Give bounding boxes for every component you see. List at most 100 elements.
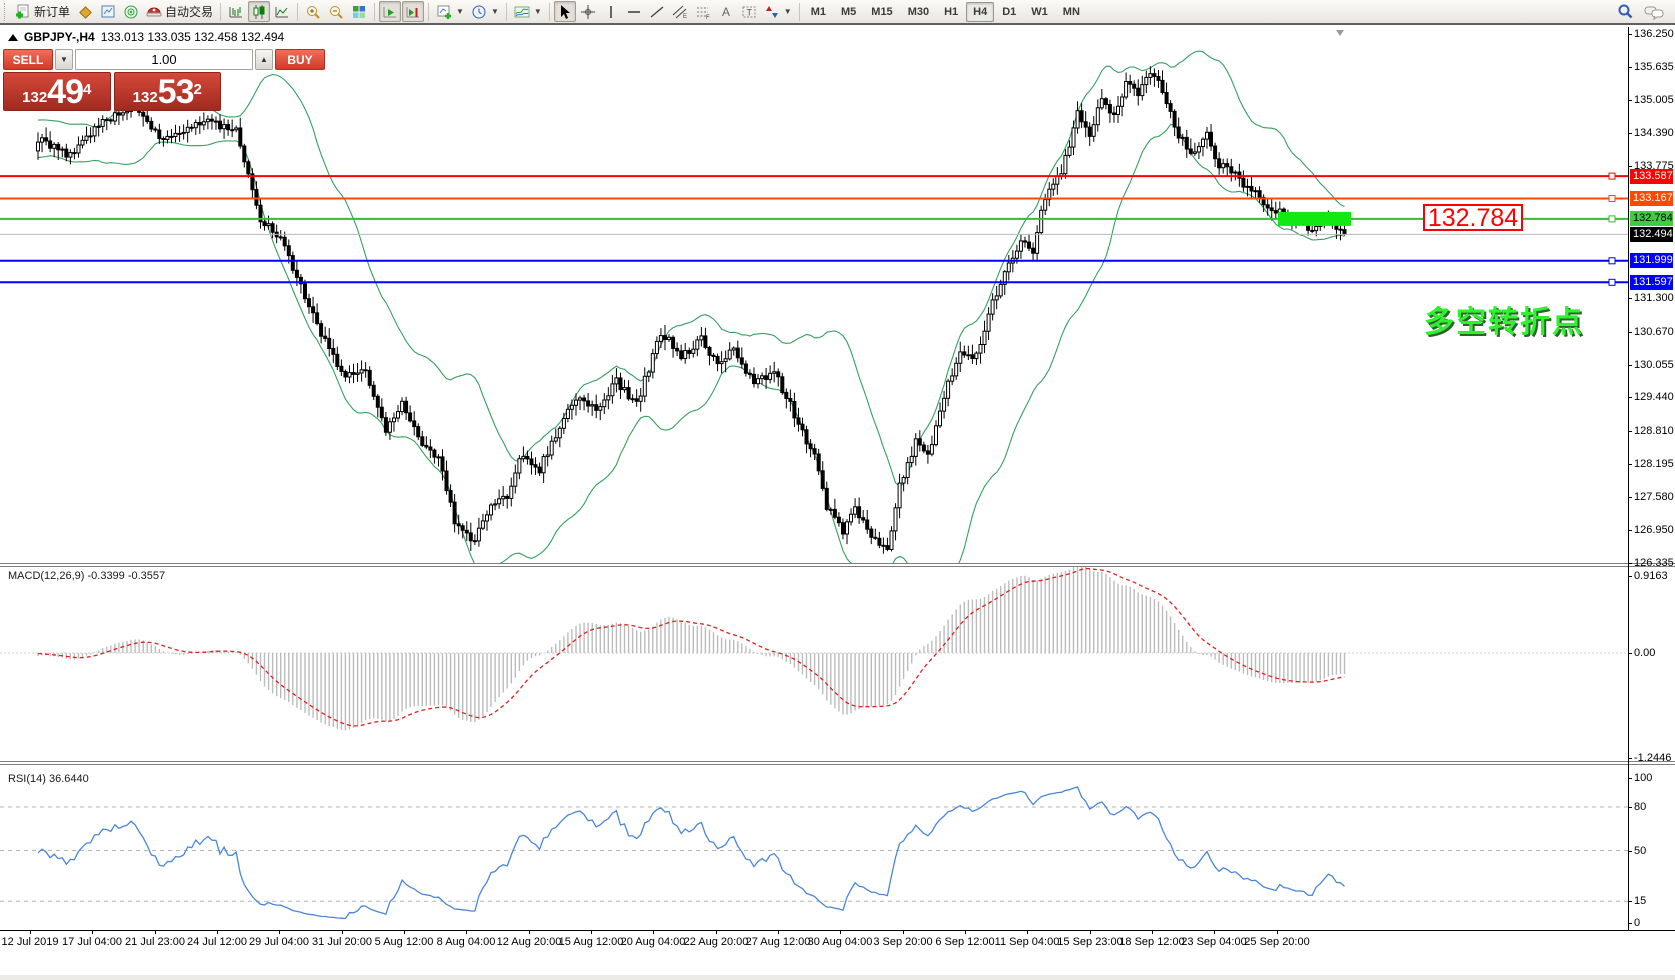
toolbar-separator [374,2,376,21]
toolbar-separator [548,2,550,21]
time-tick-label: 23 Sep 04:00 [1181,936,1247,948]
candlestick-chart-button[interactable] [248,1,271,22]
tab-timeframe-M30[interactable]: M30 [907,5,930,18]
spinner-down-icon: ▼ [60,55,68,64]
sell-price-big: 49 [47,73,84,111]
tab-timeframe-MN[interactable]: MN [1062,5,1080,18]
bar-chart-button[interactable] [225,1,247,22]
time-tick [1152,931,1153,934]
price-axis[interactable]: 136.250 135.635 135.005 134.390 133.775 131.3… [1628,27,1675,953]
volume-decrease-button[interactable]: ▼ [55,49,73,70]
time-tick [1027,931,1028,934]
price-tick-label: 129.440 [1634,391,1674,404]
svg-text:F: F [706,15,710,20]
tile-windows-button[interactable] [348,1,370,22]
time-tick [404,931,405,934]
vertical-line-tool-button[interactable] [600,1,622,22]
buy-button[interactable]: BUY [275,49,325,70]
tab-timeframe-M1[interactable]: M1 [810,5,826,18]
time-tick [965,931,966,934]
macd-pane-canvas[interactable] [0,567,1628,761]
svg-text:T: T [746,7,752,17]
templates-icon [514,4,530,20]
new-order-icon [15,4,31,20]
sell-price-prefix: 132 [22,89,48,106]
time-tick-label: 6 Sep 12:00 [935,936,995,948]
buy-price-box[interactable]: 132 53 2 [113,72,221,111]
search-button[interactable] [1614,1,1637,22]
line-chart-button[interactable] [271,1,293,22]
fibonacci-tool-button[interactable]: F [692,1,714,22]
pane-separator[interactable] [0,563,1675,567]
channel-tool-button[interactable]: E [669,1,691,22]
tab-timeframe-W1[interactable]: W1 [1031,5,1048,18]
axis-tick [1628,431,1632,432]
chart-shift-button[interactable] [402,1,425,22]
axis-tick [1628,298,1632,299]
volume-increase-button[interactable]: ▲ [255,49,273,70]
line-price-label: 131.999 [1630,253,1673,269]
tab-timeframe-M15[interactable]: M15 [871,5,893,18]
pane-separator[interactable] [0,761,1675,765]
chat-button[interactable] [1641,1,1667,22]
cursor-tool-button[interactable] [553,1,576,22]
templates-button[interactable]: ▼ [511,1,545,22]
collapse-panel-icon[interactable] [8,33,18,41]
price-tick-label: 131.300 [1634,292,1674,305]
new-order-button[interactable]: 新订单 [12,1,73,22]
volume-input[interactable] [75,49,253,70]
zoom-in-button[interactable] [302,1,324,22]
time-tick [1277,931,1278,934]
axis-tick [1628,901,1632,902]
line-price-label: 133.587 [1630,168,1673,184]
time-tick-label: 20 Aug 04:00 [620,936,686,948]
new-chart-button[interactable] [97,1,119,22]
time-tick [778,931,779,934]
quotes-button[interactable] [74,1,96,22]
line-price-label: 132.494 [1630,226,1673,242]
time-axis[interactable]: 12 Jul 2019 17 Jul 04:00 21 Jul 23:00 24 Ju… [0,930,1675,953]
tab-timeframe-H4[interactable]: H4 [966,1,995,22]
axis-tick [1628,807,1632,808]
crosshair-tool-button[interactable] [577,1,599,22]
time-tick [279,931,280,934]
price-tick-label: -1.2446 [1634,751,1672,764]
time-tick-label: 12 Aug 20:00 [496,936,562,948]
text-label-icon: T [741,4,757,20]
zoom-out-button[interactable] [325,1,347,22]
time-tick-label: 31 Jul 20:00 [312,936,372,948]
tab-timeframe-M5[interactable]: M5 [841,5,857,18]
time-tick-label: 25 Sep 20:00 [1244,936,1310,948]
arrows-tool-button[interactable]: ▼ [761,1,795,22]
axis-tick [1628,100,1632,101]
price-callout-box[interactable]: 132.784 [1423,204,1523,231]
horizontal-line-tool-button[interactable] [623,1,645,22]
tile-windows-icon [351,4,367,20]
time-tick [591,931,592,934]
market-watch-button[interactable] [120,1,142,22]
cursor-arrow-icon [557,4,573,20]
price-tick-label: 126.335 [1634,557,1674,569]
sell-button[interactable]: SELL [3,49,53,70]
horizontal-line-icon [626,4,642,20]
text-label-tool-button[interactable]: T [738,1,760,22]
sell-price-box[interactable]: 132 49 4 [3,72,111,111]
svg-text:A: A [722,5,730,19]
periods-button[interactable]: ▼ [468,1,502,22]
autotrading-button[interactable]: 自动交易 [143,1,216,22]
price-tick-label: 0.00 [1634,647,1656,659]
add-indicator-button[interactable]: ▼ [433,1,467,22]
text-tool-button[interactable]: A [715,1,737,22]
vertical-line-icon [603,4,619,20]
sell-price-sup: 4 [83,81,92,98]
tab-timeframe-D1[interactable]: D1 [1002,5,1017,18]
main-chart-canvas[interactable] [0,27,1628,563]
auto-scroll-icon [382,4,398,20]
toolbar-separator [428,2,430,21]
toolbar-separator [798,2,800,21]
auto-scroll-button[interactable] [379,1,402,22]
rsi-pane-canvas[interactable] [0,765,1628,930]
tab-timeframe-H1[interactable]: H1 [944,5,959,18]
trendline-tool-button[interactable] [646,1,668,22]
